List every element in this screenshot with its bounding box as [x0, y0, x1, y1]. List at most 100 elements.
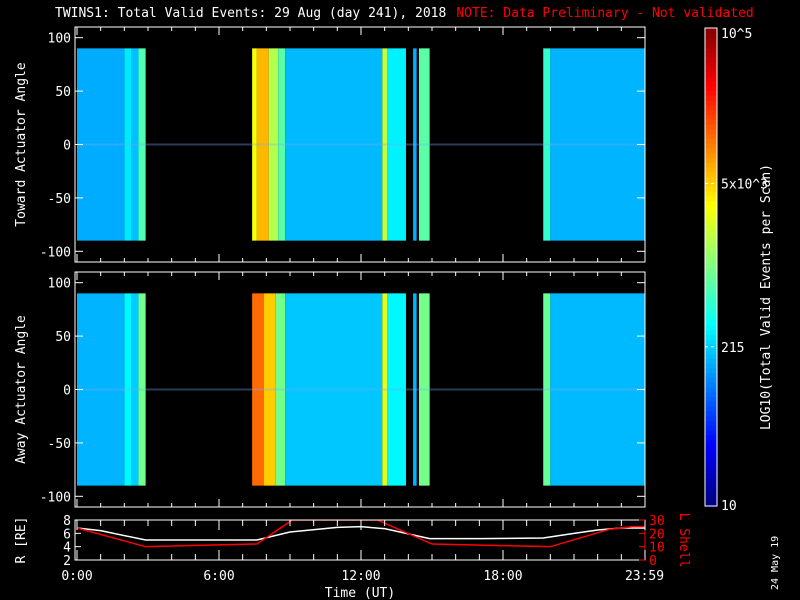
- colorbar-tick-label: 10: [721, 499, 737, 514]
- colorbar-cell: [705, 209, 717, 216]
- colorbar-cell: [705, 243, 717, 249]
- colorbar-cell: [705, 80, 717, 87]
- y-tick-label-right: 20: [649, 527, 665, 542]
- colorbar-cell: [705, 157, 717, 163]
- heatmap-cell: [543, 48, 551, 241]
- heatmap-cell: [268, 48, 279, 241]
- x-tick-label: 12:00: [341, 569, 380, 584]
- heatmap-cell: [131, 293, 139, 486]
- y-tick-label: 6: [63, 527, 71, 542]
- colorbar-cell: [705, 109, 717, 116]
- colorbar-cell: [705, 195, 717, 202]
- heatmap-cell: [387, 48, 406, 241]
- colorbar-cell: [705, 257, 717, 264]
- y-tick-label: -50: [48, 192, 71, 207]
- title-main: TWINS1: Total Valid Events: 29 Aug (day …: [55, 6, 447, 21]
- y-tick-label: 8: [63, 514, 71, 529]
- heatmap-cell: [382, 293, 388, 486]
- plot-title: TWINS1: Total Valid Events: 29 Aug (day …: [55, 6, 754, 21]
- heatmap-cell: [138, 48, 146, 241]
- heatmap-cell: [131, 48, 139, 241]
- x-tick-label: 0:00: [61, 569, 92, 584]
- colorbar-cell: [705, 319, 717, 326]
- colorbar-cell: [705, 233, 717, 240]
- colorbar-cell: [705, 214, 717, 221]
- colorbar-cell: [705, 223, 717, 230]
- heatmap-cell: [413, 48, 417, 241]
- colorbar-cell: [705, 190, 717, 197]
- colorbar-cell: [705, 348, 717, 355]
- colorbar-cell: [705, 166, 717, 173]
- colorbar-cell: [705, 204, 717, 211]
- colorbar-cell: [705, 501, 717, 507]
- y-tick-label: 50: [55, 330, 71, 345]
- y-tick-label: -50: [48, 437, 71, 452]
- x-axis-label: Time (UT): [325, 586, 395, 600]
- colorbar-cell: [705, 85, 717, 92]
- x-tick-label: 18:00: [483, 569, 522, 584]
- colorbar-cell: [705, 482, 717, 488]
- colorbar-cell: [705, 458, 717, 464]
- colorbar-cell: [705, 37, 717, 44]
- heatmap-cell: [124, 293, 132, 486]
- heatmap-cell: [543, 293, 551, 486]
- colorbar-cell: [705, 295, 717, 302]
- heatmap-cell: [275, 293, 286, 486]
- colorbar-cell: [705, 324, 717, 331]
- series-l-shell: [76, 520, 645, 548]
- colorbar-cell: [705, 443, 717, 450]
- y-tick-label: 50: [55, 85, 71, 100]
- colorbar-cell: [705, 424, 717, 431]
- heatmap-cell: [124, 48, 132, 241]
- colorbar-cell: [705, 314, 717, 321]
- y-tick-label: 100: [48, 32, 71, 47]
- colorbar-cell: [705, 448, 717, 455]
- colorbar-cell: [705, 391, 717, 398]
- y-tick-label: 100: [48, 277, 71, 292]
- y-tick-label: 0: [63, 384, 71, 399]
- colorbar-cell: [705, 90, 717, 96]
- y-tick-label-right: 0: [649, 554, 657, 569]
- colorbar-cell: [705, 496, 717, 503]
- y-tick-label: 4: [63, 541, 71, 556]
- colorbar-cell: [705, 142, 717, 149]
- colorbar-cell: [705, 262, 717, 268]
- colorbar-tick-label: 215: [721, 341, 744, 356]
- colorbar-cell: [705, 147, 717, 154]
- colorbar-cell: [705, 114, 717, 120]
- y-axis-label: Away Actuator Angle: [14, 315, 29, 464]
- colorbar-cell: [705, 491, 717, 498]
- heatmap-cell: [418, 48, 430, 241]
- heatmap-cell: [382, 48, 388, 241]
- colorbar-cell: [705, 357, 717, 364]
- colorbar-cell: [705, 267, 717, 273]
- colorbar-cell: [705, 386, 717, 393]
- colorbar-cell: [705, 486, 717, 493]
- x-tick-label: 6:00: [203, 569, 234, 584]
- y-axis-label: Toward Actuator Angle: [14, 62, 29, 227]
- y-axis-label-left: R [RE]: [14, 517, 29, 564]
- colorbar-cell: [705, 133, 717, 139]
- colorbar-cell: [705, 137, 717, 144]
- heatmap-cell: [252, 48, 257, 241]
- colorbar-cell: [705, 99, 717, 106]
- colorbar-cell: [705, 42, 717, 49]
- colorbar-cell: [705, 381, 717, 388]
- y-tick-label: 2: [63, 554, 71, 569]
- x-tick-label: 23:59: [625, 569, 664, 584]
- colorbar-cell: [705, 71, 717, 77]
- colorbar-cell: [705, 405, 717, 412]
- colorbar-cell: [705, 467, 717, 474]
- colorbar-cell: [705, 439, 717, 445]
- series-r: [76, 525, 645, 541]
- colorbar-cell: [705, 362, 717, 369]
- y-tick-label-right: 30: [649, 514, 665, 529]
- colorbar-cell: [705, 171, 717, 178]
- colorbar-cell: [705, 56, 717, 63]
- colorbar-cell: [705, 94, 717, 101]
- heatmap-cell: [285, 48, 383, 241]
- colorbar-cell: [705, 276, 717, 283]
- colorbar-cell: [705, 338, 717, 345]
- date-stamp: 24 May 19: [770, 535, 781, 590]
- colorbar-cell: [705, 367, 717, 374]
